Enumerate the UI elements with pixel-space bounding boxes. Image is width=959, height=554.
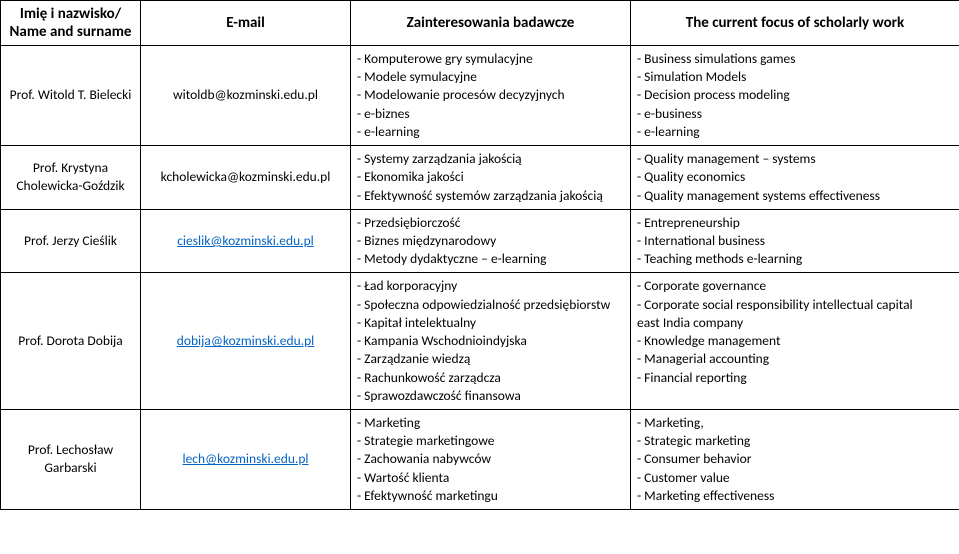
interest-item: - Marketing [357,414,624,432]
cell-interests: - Marketing- Strategie marketingowe- Zac… [351,409,631,509]
header-email: E-mail [141,1,351,46]
focus-item: - Quality economics [637,168,953,186]
interest-item: - Rachunkowość zarządcza [357,369,624,387]
focus-item: - Marketing, [637,414,953,432]
cell-interests: - Ład korporacyjny- Społeczna odpowiedzi… [351,273,631,410]
focus-item: - Corporate social responsibility intell… [637,296,953,314]
focus-item: east India company [637,314,953,332]
cell-email: kcholewicka@kozminski.edu.pl [141,146,351,210]
cell-focus: - Entrepreneurship- International busine… [631,209,959,273]
table-row: Prof. Dorota Dobija dobija@kozminski.edu.… [1,273,959,410]
cell-name: Prof. Dorota Dobija [1,273,141,410]
interest-item: - Kampania Wschodnioindyjska [357,332,624,350]
interest-item: - Przedsiębiorczość [357,214,624,232]
header-name: Imię i nazwisko/ Name and surname [1,1,141,46]
header-focus: The current focus of scholarly work [631,1,959,46]
cell-focus: - Quality management – systems- Quality … [631,146,959,210]
interest-item: - Kapitał intelektualny [357,314,624,332]
cell-name: Prof. Lechosław Garbarski [1,409,141,509]
cell-focus: - Marketing,- Strategic marketing- Consu… [631,409,959,509]
focus-item: - Entrepreneurship [637,214,953,232]
focus-item: - Strategic marketing [637,432,953,450]
focus-item: - Business simulations games [637,50,953,68]
table-row: Prof. Lechosław Garbarski lech@kozminski.… [1,409,959,509]
email-text: witoldb@kozminski.edu.pl [173,86,318,103]
email-link[interactable]: lech@kozminski.edu.pl [182,450,308,467]
interest-item: - Sprawozdawczość finansowa [357,387,624,405]
focus-item: - e-learning [637,123,953,141]
interest-item: - Zarządzanie wiedzą [357,350,624,368]
interest-item: - Wartość klienta [357,469,624,487]
interest-item: - Biznes międzynarodowy [357,232,624,250]
cell-focus: - Business simulations games- Simulation… [631,46,959,146]
researchers-table: Imię i nazwisko/ Name and surname E-mail… [0,0,959,510]
interest-item: - Modele symulacyjne [357,68,624,86]
interest-item: - e-biznes [357,105,624,123]
focus-item: - Financial reporting [637,369,953,387]
interest-item: - Systemy zarządzania jakością [357,150,624,168]
table-header-row: Imię i nazwisko/ Name and surname E-mail… [1,1,959,46]
focus-item: - Teaching methods e-learning [637,250,953,268]
table-row: Prof. Jerzy Cieślik cieslik@kozminski.edu… [1,209,959,273]
focus-item: - Consumer behavior [637,450,953,468]
focus-item: - Marketing effectiveness [637,487,953,505]
focus-item: - e-business [637,105,953,123]
header-interests: Zainteresowania badawcze [351,1,631,46]
cell-email: lech@kozminski.edu.pl [141,409,351,509]
interest-item: - Metody dydaktyczne – e-learning [357,250,624,268]
interest-item: - Zachowania nabywców [357,450,624,468]
interest-item: - Modelowanie procesów decyzyjnych [357,86,624,104]
table-row: Prof. Krystyna Cholewicka-Goździk kcholew… [1,146,959,210]
interest-item: - Ekonomika jakości [357,168,624,186]
cell-email: cieslik@kozminski.edu.pl [141,209,351,273]
email-link[interactable]: dobija@kozminski.edu.pl [177,332,315,349]
focus-item: - Quality management – systems [637,150,953,168]
cell-focus: - Corporate governance- Corporate social… [631,273,959,410]
focus-item: - Simulation Models [637,68,953,86]
focus-item: - Decision process modeling [637,86,953,104]
cell-interests: - Przedsiębiorczość- Biznes międzynarodo… [351,209,631,273]
cell-name: Prof. Witold T. Bielecki [1,46,141,146]
focus-item: - Corporate governance [637,277,953,295]
cell-email: dobija@kozminski.edu.pl [141,273,351,410]
email-text: kcholewicka@kozminski.edu.pl [161,168,331,185]
interest-item: - Komputerowe gry symulacyjne [357,50,624,68]
focus-item: - Customer value [637,469,953,487]
cell-interests: - Komputerowe gry symulacyjne- Modele sy… [351,46,631,146]
interest-item: - Społeczna odpowiedzialność przedsiębio… [357,296,624,314]
focus-item: - Knowledge management [637,332,953,350]
interest-item: - Strategie marketingowe [357,432,624,450]
cell-email: witoldb@kozminski.edu.pl [141,46,351,146]
focus-item: - Quality management systems effectivene… [637,187,953,205]
cell-interests: - Systemy zarządzania jakością- Ekonomik… [351,146,631,210]
focus-item: - International business [637,232,953,250]
interest-item: - Ład korporacyjny [357,277,624,295]
focus-item: - Managerial accounting [637,350,953,368]
table-row: Prof. Witold T. Bielecki witoldb@kozminsk… [1,46,959,146]
cell-name: Prof. Krystyna Cholewicka-Goździk [1,146,141,210]
interest-item: - e-learning [357,123,624,141]
cell-name: Prof. Jerzy Cieślik [1,209,141,273]
email-link[interactable]: cieslik@kozminski.edu.pl [177,232,314,249]
interest-item: - Efektywność systemów zarządzania jakoś… [357,187,624,205]
interest-item: - Efektywność marketingu [357,487,624,505]
